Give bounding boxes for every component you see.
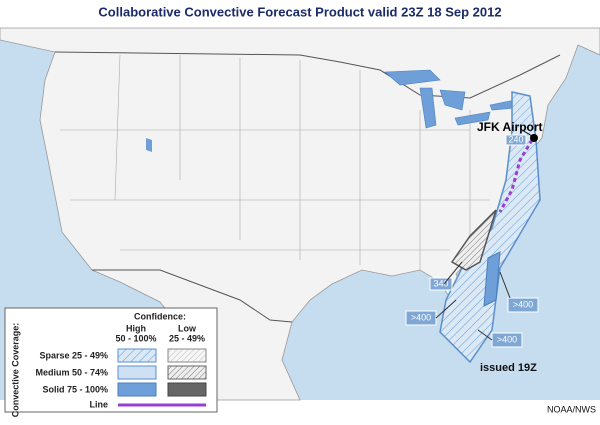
swatch	[117, 348, 157, 363]
legend-low: Low	[178, 323, 197, 333]
legend-row: Sparse 25 - 49%	[39, 350, 108, 360]
tops-label: >400	[411, 312, 431, 322]
salt-lake	[146, 138, 152, 152]
medium-area	[450, 209, 497, 271]
swatch	[117, 382, 157, 397]
swatch	[167, 348, 207, 363]
tops-pointers	[435, 261, 511, 341]
legend-high-range: 50 - 100%	[115, 333, 156, 343]
swatch	[167, 365, 207, 380]
tops-label: >400	[497, 334, 517, 344]
legend-row: Solid 75 - 100%	[42, 384, 108, 394]
swatch	[117, 365, 157, 380]
sparse-area	[439, 91, 541, 364]
tops-boxes	[405, 134, 539, 348]
legend: Confidence: High 50 - 100% Low 25 - 49% …	[4, 307, 218, 418]
legend-row: Medium 50 - 74%	[35, 367, 108, 377]
title: Collaborative Convective Forecast Produc…	[98, 4, 501, 19]
issued-label: issued 19Z	[480, 362, 537, 374]
tops-box	[505, 134, 527, 146]
tops-box	[507, 297, 539, 313]
credit: NOAA/NWS	[547, 404, 596, 414]
legend-low-range: 25 - 49%	[169, 333, 205, 343]
swatch	[167, 382, 207, 397]
tops-label: 340	[433, 278, 448, 288]
airport-label: JFK Airport	[477, 120, 543, 134]
line-forecast	[498, 139, 534, 213]
legend-coverage-title: Convective Coverage:	[10, 323, 20, 418]
legend-high: High	[126, 323, 146, 333]
jfk-pointer	[521, 129, 533, 137]
tops-label: >400	[513, 299, 533, 309]
legend-row: Line	[89, 399, 108, 409]
state-lines	[60, 54, 490, 270]
tops-label: 240	[508, 134, 523, 144]
solid-area	[483, 251, 501, 307]
great-lakes	[384, 69, 516, 129]
legend-confidence: Confidence:	[134, 311, 186, 321]
